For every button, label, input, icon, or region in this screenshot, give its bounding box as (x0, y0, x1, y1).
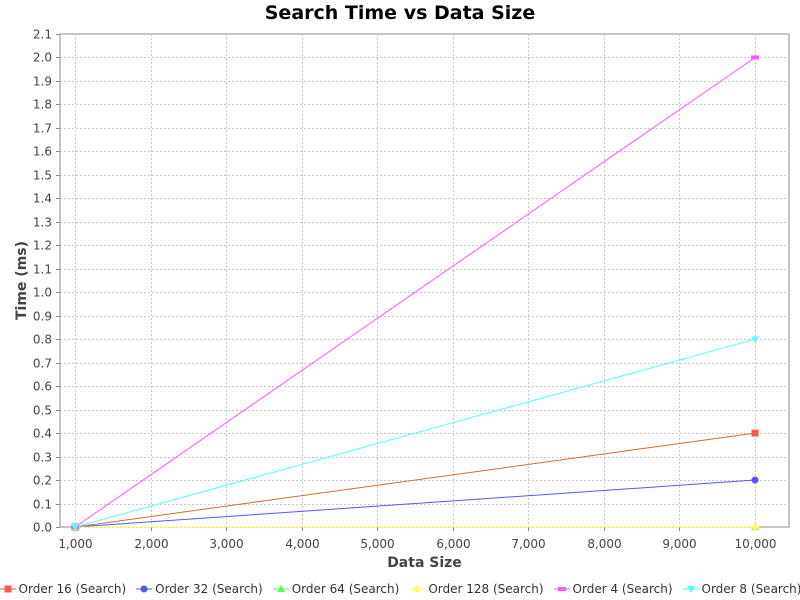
x-tick-label: 2,000 (134, 537, 168, 551)
legend-label: Order 32 (Search) (155, 582, 263, 596)
y-tick-label: 0.2 (33, 474, 52, 488)
y-tick-label: 0.8 (33, 333, 52, 347)
legend-item: Order 4 (Search) (553, 582, 673, 596)
legend-marker (686, 586, 695, 593)
data-point (751, 429, 759, 437)
series-line-5 (74, 338, 756, 528)
x-tick-label: 7,000 (511, 537, 545, 551)
legend-label: Order 16 (Search) (18, 582, 127, 596)
x-tick-label: 3,000 (209, 537, 243, 551)
legend-item: Order 16 (Search) (0, 582, 126, 596)
y-axis-label: Time (ms) (14, 241, 30, 320)
y-tick-label: 0.7 (33, 357, 52, 371)
x-tick-label: 9,000 (662, 537, 696, 551)
legend-marker (557, 587, 566, 591)
x-tick-label: 10,000 (735, 537, 777, 551)
chart-title: Search Time vs Data Size (264, 2, 536, 24)
x-tick-label: 5,000 (360, 537, 394, 551)
y-tick-label: 1.5 (33, 169, 52, 183)
y-tick-label: 1.9 (33, 75, 52, 89)
y-tick-label: 0.6 (33, 380, 52, 394)
y-tick-label: 0.0 (33, 521, 52, 535)
legend-label: Order 4 (Search) (572, 582, 673, 596)
series-line-1 (75, 479, 756, 528)
y-tick-label: 1.8 (33, 98, 52, 112)
y-tick-label: 1.2 (33, 239, 52, 253)
series-line-4 (74, 57, 756, 528)
legend-swatch-icon (272, 585, 289, 592)
series-line-0 (75, 432, 756, 528)
y-tick-label: 1.4 (33, 192, 52, 206)
y-tick-label: 1.6 (33, 145, 52, 159)
x-tick-label: 8,000 (587, 537, 621, 551)
data-point (751, 55, 760, 60)
y-tick-label: 0.3 (33, 451, 52, 465)
y-tick-label: 1.1 (33, 263, 52, 277)
x-tick-label: 1,000 (58, 537, 92, 551)
legend: Order 16 (Search) Order 32 (Search) Order … (0, 580, 800, 598)
data-point (751, 523, 760, 531)
legend-swatch-icon (0, 585, 16, 593)
data-point (71, 524, 80, 531)
legend-marker (276, 585, 285, 592)
legend-swatch-icon (553, 587, 570, 591)
x-axis-label: Data Size (387, 555, 462, 571)
legend-item: Order 128 (Search) (408, 582, 544, 596)
y-tick-label: 0.1 (33, 498, 52, 512)
legend-item: Order 32 (Search) (135, 582, 263, 596)
x-tick-label: 6,000 (436, 537, 470, 551)
legend-marker (413, 585, 422, 593)
legend-label: Order 128 (Search) (428, 582, 544, 596)
legend-marker (4, 585, 12, 593)
legend-swatch-icon (682, 586, 699, 593)
x-tick-label: 4,000 (285, 537, 319, 551)
data-point (751, 336, 760, 344)
legend-label: Order 8 (Search) (701, 582, 800, 596)
legend-item: Order 64 (Search) (272, 582, 400, 596)
y-tick-label: 2.1 (33, 28, 52, 42)
legend-swatch-icon (409, 585, 426, 593)
y-tick-label: 1.7 (33, 122, 52, 136)
data-point (751, 476, 759, 484)
legend-item: Order 8 (Search) (682, 582, 800, 596)
y-tick-label: 0.5 (33, 404, 52, 418)
legend-swatch-icon (136, 585, 153, 593)
y-tick-label: 2.0 (33, 51, 52, 65)
y-tick-label: 1.0 (33, 286, 52, 300)
legend-marker (140, 585, 148, 593)
y-tick-label: 0.9 (33, 310, 52, 324)
y-tick-label: 1.3 (33, 216, 52, 230)
legend-label: Order 64 (Search) (291, 582, 400, 596)
y-tick-label: 0.4 (33, 427, 52, 441)
